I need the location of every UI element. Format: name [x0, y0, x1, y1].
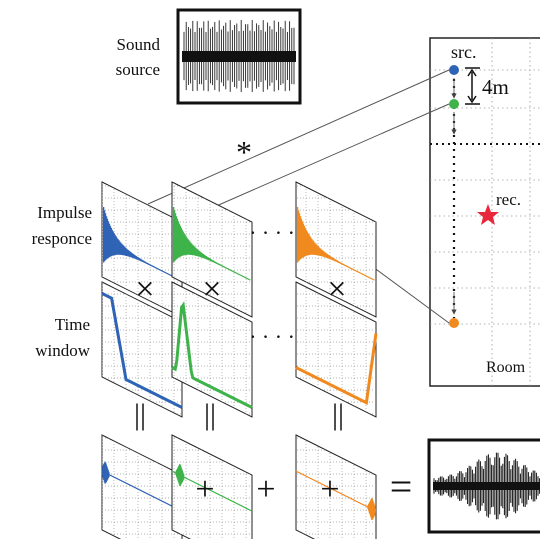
spacing-label: 4m	[482, 75, 509, 99]
multiply-symbol-1: ×	[135, 271, 154, 308]
impulse-panel-2	[171, 181, 253, 318]
result-burst	[175, 464, 185, 486]
window-trace	[101, 292, 183, 409]
impulse-panel-1	[101, 181, 183, 318]
result-row	[101, 434, 377, 544]
sound-source-label-line1: Sound	[117, 35, 161, 54]
result-waveform	[433, 452, 540, 520]
window-trace	[295, 333, 378, 405]
room-grid	[430, 38, 540, 386]
plus-symbol-2: +	[256, 471, 275, 508]
panel-grid	[102, 282, 182, 417]
plus-symbol-1: +	[195, 471, 214, 508]
equals-symbol-2: ||	[204, 398, 216, 431]
window-trace	[171, 301, 253, 409]
multiply-symbol-2: ×	[202, 271, 221, 308]
windowed-result-panel-1	[101, 434, 183, 544]
ellipsis-window: · · · ·	[249, 324, 295, 349]
result-wave-core	[433, 482, 540, 490]
impulse-baseline	[103, 241, 181, 281]
convolution-symbol: *	[236, 134, 252, 170]
room-label: Room	[486, 359, 526, 376]
multiply-symbol-3: ×	[327, 271, 346, 308]
panel-grid	[296, 182, 376, 317]
panel-grid	[102, 435, 182, 544]
sound-source-group: Sound source	[116, 8, 302, 105]
receiver-label: rec.	[496, 190, 521, 209]
windowed-result-panel-2	[171, 434, 253, 544]
panel-grid	[296, 282, 376, 417]
time-window-panel-2	[171, 281, 253, 418]
ellipses: · · · · · · · ·	[249, 220, 295, 349]
result-baseline	[171, 470, 253, 512]
receiver-star-icon	[477, 204, 499, 225]
source-wave-core	[182, 51, 296, 62]
panel-grid	[102, 182, 182, 317]
impulse-label-line2: responce	[32, 229, 92, 248]
panel-grid	[296, 435, 376, 544]
panel-grid	[172, 282, 252, 417]
result-baseline	[101, 470, 183, 512]
time-window-label-line2: window	[35, 341, 91, 360]
equals-symbol-3: ||	[332, 398, 344, 431]
ellipsis-impulse: · · · ·	[249, 220, 295, 245]
result-burst	[102, 461, 110, 484]
row-labels: Impulse responce Time window	[32, 203, 92, 360]
result-burst	[367, 498, 376, 520]
source-point-first	[449, 65, 459, 75]
impulse-row	[101, 181, 377, 318]
source-point-second	[449, 99, 459, 109]
room-group: 4m src. rec. Room	[429, 37, 540, 387]
panel-grid	[172, 435, 252, 544]
time-window-panel-1	[101, 281, 183, 418]
source-label: src.	[451, 42, 477, 62]
time-window-row	[101, 281, 378, 418]
operators: × × × || || || + + + =	[134, 271, 412, 509]
spacing-dimension	[465, 67, 480, 105]
impulse-label-line1: Impulse	[37, 203, 92, 222]
impulse-baseline	[297, 241, 375, 281]
sound-source-waveform	[182, 20, 296, 92]
result-waveform-group	[427, 438, 540, 534]
result-equals-symbol: =	[390, 464, 413, 509]
impulse-baseline	[173, 241, 251, 281]
panel-grid	[172, 182, 252, 317]
source-point-last	[449, 318, 459, 328]
equals-symbol-1: ||	[134, 398, 146, 431]
impulse-panel-3	[295, 181, 377, 318]
windowed-result-panel-3	[295, 434, 377, 544]
result-baseline	[295, 470, 377, 512]
sound-source-label-line2: source	[116, 60, 160, 79]
time-window-panel-3	[295, 281, 378, 418]
plus-symbol-3: +	[320, 471, 339, 508]
time-window-label-line1: Time	[55, 315, 90, 334]
